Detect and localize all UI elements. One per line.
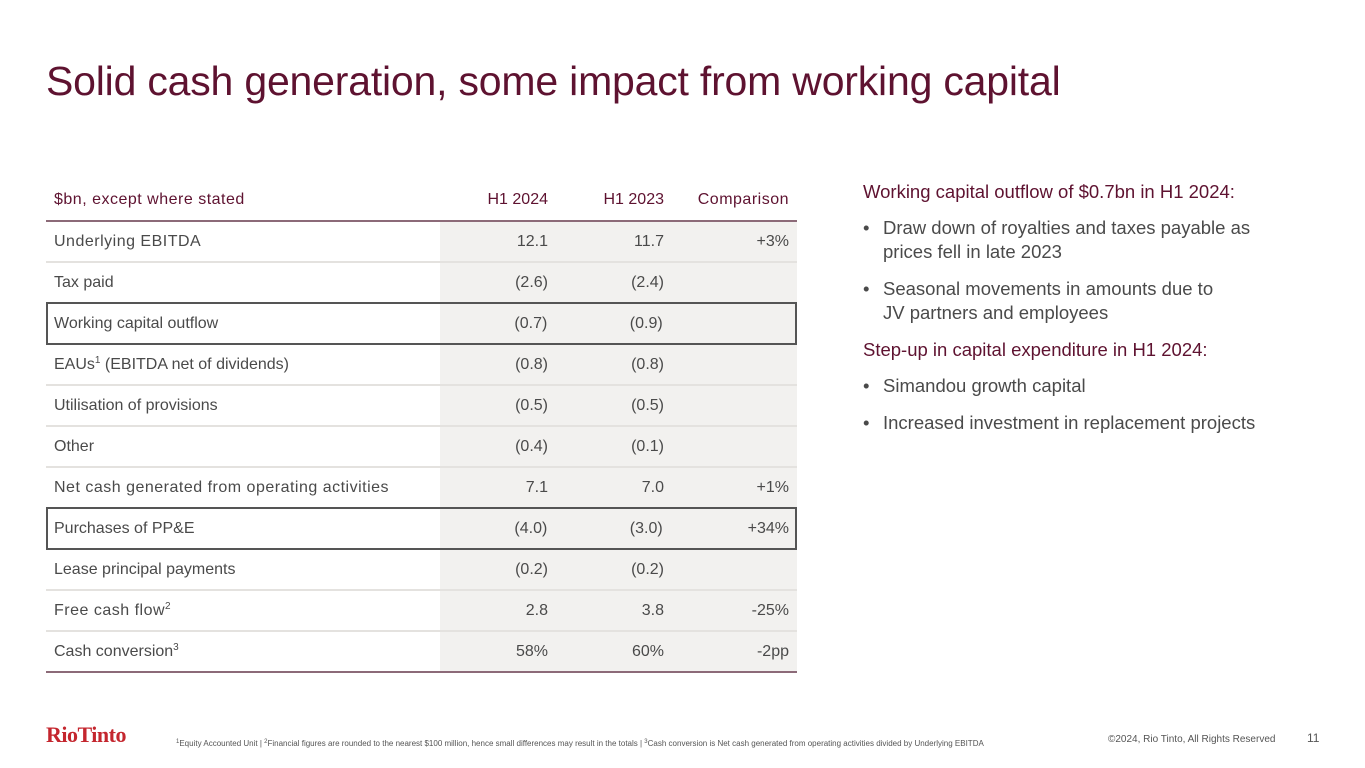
cash-flow-table: $bn, except where stated H1 2024 H1 2023…: [46, 180, 797, 673]
row-label: Purchases of PP&E: [54, 519, 195, 537]
row-h1-2023: (0.5): [631, 396, 664, 414]
row-comparison: +1%: [756, 478, 789, 496]
row-label: Free cash flow2: [46, 600, 440, 620]
row-h1-2023: (2.4): [631, 273, 664, 291]
row-label-text: EAUs: [54, 355, 95, 373]
table-header-row: $bn, except where stated H1 2024 H1 2023…: [46, 180, 797, 222]
row-comparison: +34%: [747, 519, 790, 537]
row-h1-2024: (0.7): [514, 314, 548, 332]
row-label-text: Cash conversion: [54, 642, 174, 660]
row-label: Net cash generated from operating activi…: [54, 478, 390, 496]
footnote-marker: 2: [165, 600, 172, 612]
row-h1-2024: (0.4): [515, 437, 548, 455]
row-label: Underlying EBITDA: [54, 232, 202, 250]
row-label: Cash conversion3: [46, 641, 440, 661]
row-label: Working capital outflow: [54, 314, 219, 332]
footnote-mark: 3: [644, 739, 648, 745]
table-row-tax-paid: Tax paid (2.6) (2.4): [46, 263, 797, 304]
row-h1-2023: (0.8): [631, 355, 664, 373]
row-h1-2024: (0.8): [515, 355, 548, 373]
slide-title: Solid cash generation, some impact from …: [46, 58, 1061, 104]
footnote-marker: 3: [173, 641, 179, 653]
footnote-2: Financial figures are rounded to the nea…: [267, 739, 645, 748]
copyright: ©2024, Rio Tinto, All Rights Reserved: [1108, 734, 1276, 745]
row-h1-2024: (0.5): [515, 396, 548, 414]
row-h1-2023: 3.8: [641, 601, 664, 619]
row-label: Utilisation of provisions: [54, 396, 218, 414]
row-label: EAUs1 (EBITDA net of dividends): [46, 354, 440, 374]
footnote-3: Cash conversion is Net cash generated fr…: [647, 739, 984, 748]
table-row-underlying-ebitda: Underlying EBITDA 12.1 11.7 +3%: [46, 222, 797, 263]
row-h1-2023: 11.7: [634, 232, 664, 250]
table-row-eaus: EAUs1 (EBITDA net of dividends) (0.8) (0…: [46, 345, 797, 386]
table-row-net-cash-operating: Net cash generated from operating activi…: [46, 468, 797, 509]
figures-column-shading: [440, 222, 797, 673]
row-label: Lease principal payments: [54, 560, 236, 578]
row-h1-2023: (0.9): [629, 314, 663, 332]
commentary-heading-capex: Step-up in capital expenditure in H1 202…: [863, 339, 1208, 360]
row-h1-2023: 60%: [631, 642, 664, 660]
row-comparison: -25%: [751, 601, 789, 619]
bullet-item: Seasonal movements in amounts due to JV …: [863, 277, 1223, 325]
footnote-1: Equity Accounted Unit |: [179, 739, 265, 748]
table-row-free-cash-flow: Free cash flow2 2.8 3.8 -25%: [46, 591, 797, 632]
row-comparison: -2pp: [756, 642, 789, 660]
footnote-mark: 2: [264, 739, 268, 745]
bullet-item: Increased investment in replacement proj…: [863, 411, 1303, 435]
commentary-list-capex: Simandou growth capital Increased invest…: [863, 374, 1303, 435]
commentary-panel: Working capital outflow of $0.7bn in H1 …: [863, 180, 1303, 448]
header-h1-2024: H1 2024: [487, 191, 549, 208]
table-row-other: Other (0.4) (0.1): [46, 427, 797, 468]
commentary-list-working-capital: Draw down of royalties and taxes payable…: [863, 216, 1303, 325]
row-label: Tax paid: [54, 273, 114, 291]
footnote-marker: 1: [94, 354, 101, 366]
row-comparison: +3%: [756, 232, 789, 250]
row-label-suffix: (EBITDA net of dividends): [100, 355, 289, 373]
row-h1-2024: 58%: [515, 642, 548, 660]
row-h1-2023: (0.1): [631, 437, 664, 455]
row-h1-2024: 7.1: [525, 478, 548, 496]
row-h1-2024: 12.1: [516, 232, 548, 250]
footnote-mark: 1: [176, 739, 180, 745]
header-h1-2023: H1 2023: [603, 191, 665, 208]
rio-tinto-logo: RioTinto: [46, 722, 126, 747]
table-row-utilisation-of-provisions: Utilisation of provisions (0.5) (0.5): [46, 386, 797, 427]
table-row-lease-principal: Lease principal payments (0.2) (0.2): [46, 550, 797, 591]
table-row-working-capital-outflow: Working capital outflow (0.7) (0.9): [46, 302, 797, 345]
row-h1-2024: (0.2): [515, 560, 548, 578]
header-label: $bn, except where stated: [54, 191, 245, 208]
row-label-text: Free cash flow: [54, 601, 166, 619]
row-h1-2024: (4.0): [514, 519, 548, 537]
footnotes: 1Equity Accounted Unit | 2Financial figu…: [176, 739, 984, 748]
table-row-purchases-ppe: Purchases of PP&E (4.0) (3.0) +34%: [46, 507, 797, 550]
row-h1-2023: 7.0: [641, 478, 664, 496]
row-h1-2023: (3.0): [629, 519, 663, 537]
table-row-cash-conversion: Cash conversion3 58% 60% -2pp: [46, 632, 797, 673]
row-h1-2023: (0.2): [631, 560, 664, 578]
header-comparison: Comparison: [697, 191, 789, 208]
row-h1-2024: 2.8: [525, 601, 548, 619]
commentary-heading-working-capital: Working capital outflow of $0.7bn in H1 …: [863, 181, 1235, 202]
page-number: 11: [1307, 731, 1320, 745]
row-h1-2024: (2.6): [515, 273, 548, 291]
bullet-item: Simandou growth capital: [863, 374, 1303, 398]
row-label: Other: [54, 437, 95, 455]
bullet-item: Draw down of royalties and taxes payable…: [863, 216, 1283, 264]
